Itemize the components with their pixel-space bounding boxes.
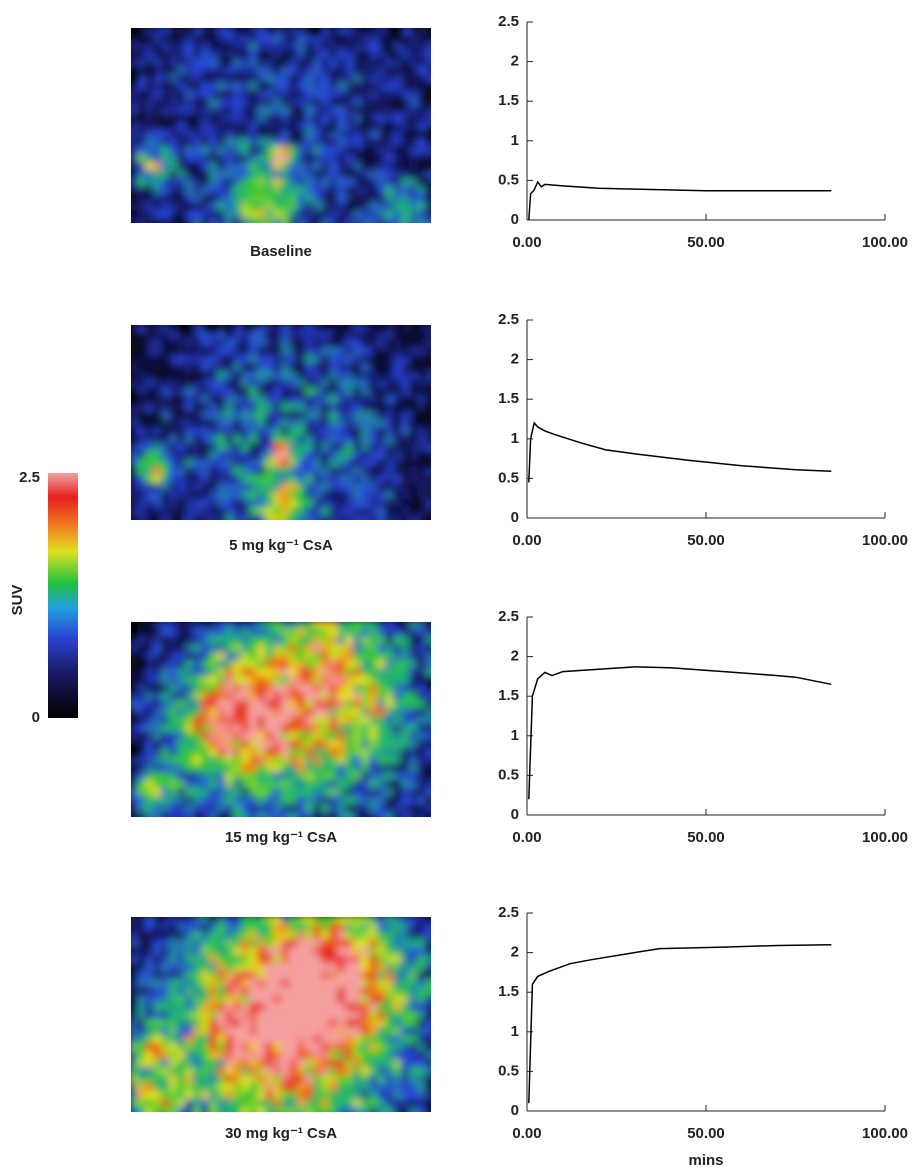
y-tick-label: 0 [511,211,519,228]
y-tick-label: 2 [511,648,519,665]
data-line [529,182,832,220]
image-cell [129,339,141,351]
image-cell [425,515,437,527]
y-tick-label: 1.5 [498,983,519,1000]
x-tick-label: 0.00 [512,829,541,846]
y-tick-label: 0.5 [498,171,519,188]
image-cell [425,403,437,415]
pet-image [129,323,437,527]
x-tick-label: 50.00 [687,234,725,251]
x-tick-label: 50.00 [687,829,725,846]
image-cell [425,154,437,166]
y-tick-label: 2.5 [498,608,519,625]
y-tick-label: 0.5 [498,766,519,783]
x-tick-label: 100.00 [862,829,908,846]
image-cell [169,218,181,230]
image-cell [137,515,149,527]
y-tick-label: 2.5 [498,13,519,30]
y-tick-label: 0.5 [498,469,519,486]
y-tick-label: 2.5 [498,904,519,921]
colorbar-label: SUV [9,585,26,616]
colorbar [48,473,78,718]
x-tick-label: 50.00 [687,532,725,549]
image-cells [129,620,437,824]
data-line [529,667,832,799]
x-tick-label: 0.00 [512,1125,541,1142]
x-axis-label: mins [688,1152,723,1169]
image-cell [425,218,437,230]
pet-image [129,26,437,230]
y-tick-label: 1.5 [498,390,519,407]
y-tick-label: 2 [511,944,519,961]
y-tick-label: 0 [511,806,519,823]
image-cell [209,515,221,527]
y-tick-label: 0.5 [498,1062,519,1079]
colorbar-tick-label: 2.5 [19,469,40,486]
image-cell [425,82,437,94]
data-line [529,423,832,482]
y-tick-label: 2 [511,53,519,70]
x-tick-label: 100.00 [862,234,908,251]
pet-image [129,620,437,824]
y-tick-label: 1.5 [498,92,519,109]
image-cell [129,652,141,664]
y-tick-label: 1 [511,727,519,744]
x-tick-label: 50.00 [687,1125,725,1142]
y-tick-label: 1 [511,132,519,149]
x-tick-label: 100.00 [862,532,908,549]
y-tick-label: 2 [511,351,519,368]
x-tick-label: 100.00 [862,1125,908,1142]
x-tick-label: 0.00 [512,532,541,549]
image-cells [129,323,437,527]
image-cell [401,812,413,824]
image-cells [129,915,437,1119]
y-tick-label: 0 [511,1102,519,1119]
data-line [529,945,832,1103]
image-cell [409,515,421,527]
image-caption: 5 mg kg⁻¹ CsA [229,537,333,554]
y-tick-label: 2.5 [498,311,519,328]
image-cell [425,812,437,824]
image-cell [425,451,437,463]
y-tick-label: 1.5 [498,687,519,704]
pet-image [129,915,437,1119]
y-tick-label: 1 [511,1023,519,1040]
y-tick-label: 1 [511,430,519,447]
colorbar-tick-label: 0 [32,709,40,726]
image-cell [425,1107,437,1119]
image-caption: 15 mg kg⁻¹ CsA [225,829,337,846]
image-caption: Baseline [250,243,312,260]
y-tick-label: 0 [511,509,519,526]
x-tick-label: 0.00 [512,234,541,251]
image-cell [137,58,149,70]
image-caption: 30 mg kg⁻¹ CsA [225,1125,337,1142]
